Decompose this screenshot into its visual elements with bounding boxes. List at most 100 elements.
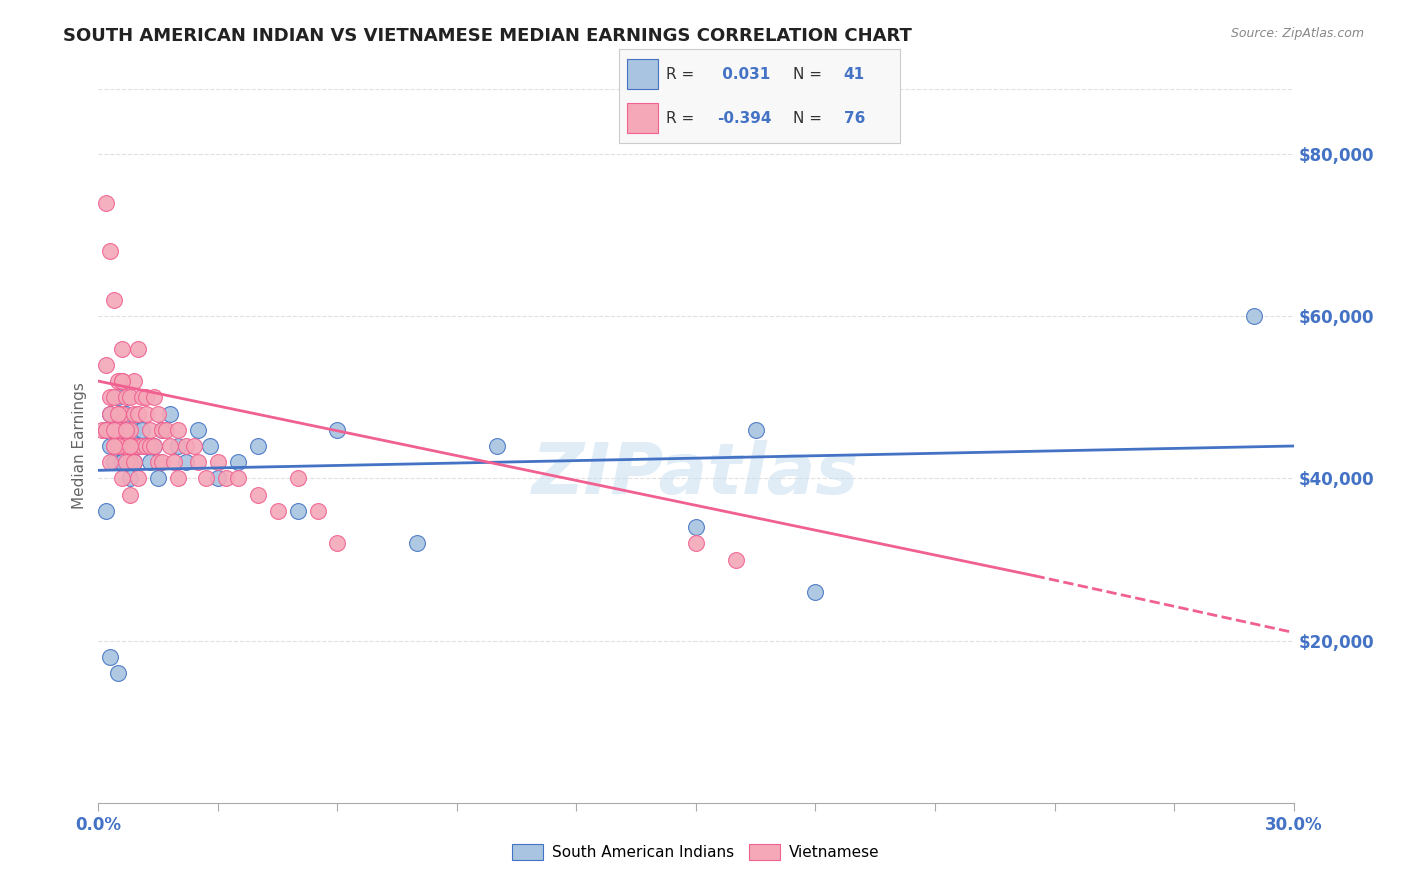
- Point: [148, 471, 170, 485]
- Point: [127, 407, 149, 421]
- Point: [120, 439, 142, 453]
- Point: [139, 423, 162, 437]
- Point: [103, 423, 125, 437]
- Point: [107, 390, 129, 404]
- Point: [103, 423, 125, 437]
- Point: [120, 455, 142, 469]
- Point: [115, 423, 138, 437]
- Point: [107, 439, 129, 453]
- Point: [150, 423, 173, 437]
- Point: [174, 455, 197, 469]
- Point: [131, 439, 153, 453]
- Point: [143, 390, 166, 404]
- Point: [124, 455, 146, 469]
- Text: R =: R =: [666, 67, 700, 82]
- Point: [124, 374, 146, 388]
- Point: [115, 439, 138, 453]
- Point: [127, 471, 149, 485]
- Point: [120, 488, 142, 502]
- Point: [111, 471, 134, 485]
- Point: [167, 439, 190, 453]
- Point: [148, 407, 170, 421]
- Point: [107, 407, 129, 421]
- Point: [724, 552, 747, 566]
- Point: [135, 439, 157, 453]
- Point: [143, 439, 166, 453]
- Point: [127, 439, 149, 453]
- Point: [124, 455, 146, 469]
- Text: 0.031: 0.031: [717, 67, 770, 82]
- Point: [96, 504, 118, 518]
- Point: [107, 439, 129, 453]
- Point: [91, 423, 114, 437]
- Point: [267, 504, 290, 518]
- Point: [195, 471, 218, 485]
- Point: [98, 390, 122, 404]
- Point: [96, 423, 118, 437]
- Point: [159, 407, 181, 421]
- Point: [96, 195, 118, 210]
- Point: [115, 407, 138, 421]
- Point: [103, 293, 125, 307]
- Text: Source: ZipAtlas.com: Source: ZipAtlas.com: [1230, 27, 1364, 40]
- Point: [226, 471, 249, 485]
- Point: [111, 342, 134, 356]
- Point: [143, 439, 166, 453]
- Point: [155, 423, 177, 437]
- Text: -0.394: -0.394: [717, 111, 772, 126]
- Point: [685, 536, 707, 550]
- Point: [111, 439, 134, 453]
- Point: [139, 455, 162, 469]
- Point: [187, 423, 209, 437]
- Point: [148, 455, 170, 469]
- Point: [485, 439, 508, 453]
- Point: [207, 471, 229, 485]
- Point: [103, 390, 125, 404]
- Point: [115, 390, 138, 404]
- Bar: [627, 60, 658, 89]
- Point: [124, 439, 146, 453]
- Legend: South American Indians, Vietnamese: South American Indians, Vietnamese: [506, 838, 886, 866]
- Point: [124, 407, 146, 421]
- Point: [135, 439, 157, 453]
- Y-axis label: Median Earnings: Median Earnings: [72, 383, 87, 509]
- Point: [326, 423, 349, 437]
- Point: [150, 455, 173, 469]
- Text: N =: N =: [793, 67, 827, 82]
- Point: [107, 407, 129, 421]
- Point: [111, 374, 134, 388]
- Point: [406, 536, 429, 550]
- Bar: [627, 103, 658, 134]
- Point: [127, 439, 149, 453]
- Point: [246, 439, 269, 453]
- Point: [103, 439, 125, 453]
- Text: 76: 76: [844, 111, 865, 126]
- Point: [107, 423, 129, 437]
- Point: [98, 423, 122, 437]
- Point: [198, 439, 221, 453]
- Point: [124, 423, 146, 437]
- Point: [98, 244, 122, 259]
- Point: [115, 439, 138, 453]
- Point: [120, 390, 142, 404]
- Point: [120, 471, 142, 485]
- Point: [131, 423, 153, 437]
- Point: [127, 342, 149, 356]
- Point: [287, 471, 309, 485]
- Point: [1243, 310, 1265, 324]
- Point: [685, 520, 707, 534]
- Text: SOUTH AMERICAN INDIAN VS VIETNAMESE MEDIAN EARNINGS CORRELATION CHART: SOUTH AMERICAN INDIAN VS VIETNAMESE MEDI…: [63, 27, 912, 45]
- Point: [103, 439, 125, 453]
- Point: [111, 374, 134, 388]
- Point: [111, 455, 134, 469]
- Point: [246, 488, 269, 502]
- Point: [107, 439, 129, 453]
- Point: [215, 471, 238, 485]
- Point: [107, 666, 129, 681]
- Point: [98, 455, 122, 469]
- Point: [96, 358, 118, 372]
- Point: [120, 439, 142, 453]
- Point: [96, 423, 118, 437]
- Text: ZIPatlas: ZIPatlas: [533, 440, 859, 509]
- Point: [135, 390, 157, 404]
